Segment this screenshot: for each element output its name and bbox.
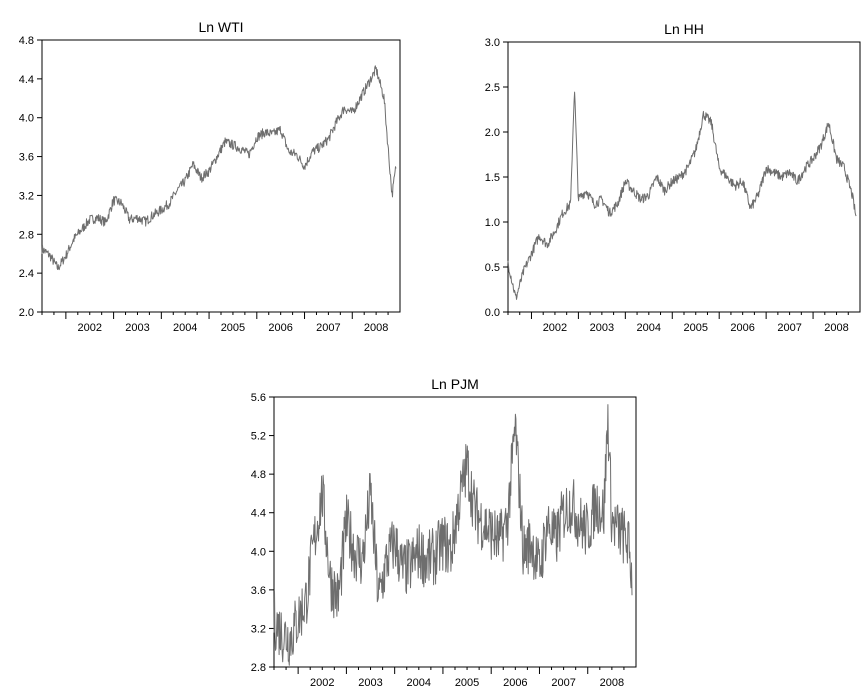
x-tick-label: 2008 [364,322,388,334]
y-tick-label: 4.4 [19,74,34,86]
y-tick-label: 4.0 [251,546,266,558]
y-tick-label: 3.6 [251,585,266,597]
x-tick-label: 2004 [637,322,661,334]
y-tick-label: 3.2 [251,623,266,635]
x-tick-label: 2006 [730,322,754,334]
y-tick-label: 3.6 [19,152,34,164]
x-tick-label: 2004 [173,322,197,334]
y-tick-label: 3.2 [19,190,34,202]
chart-title: Ln WTI [198,19,243,35]
x-tick-label: 2003 [125,322,149,334]
series-line [507,91,857,300]
chart-ln-wti: Ln WTI 2.0 2.4 2.8 3.2 3.6 4.0 4.4 4.8 2002 2003 20… [19,19,401,334]
y-tick-label: 5.2 [251,431,266,443]
x-tick-label: 2005 [455,677,479,689]
x-tick-label: 2005 [221,322,245,334]
y-tick-label: 3.0 [485,37,500,49]
x-tick-label: 2006 [268,322,292,334]
x-tick-label: 2006 [503,677,527,689]
chart-title: Ln HH [664,21,704,37]
x-tick-label: 2007 [551,677,575,689]
y-tick-label: 2.5 [485,82,500,94]
chart-ln-hh-svg: Ln HH 0.0 0.5 1.0 1.5 2.0 2.5 3.0 2002 2003 2004 20… [485,21,861,334]
chart-title: Ln PJM [431,376,478,392]
chart-ln-pjm-svg: Ln PJM 2.8 3.2 3.6 4.0 4.4 4.8 5.2 5.6 2002 2003 20… [251,376,637,689]
y-tick-label: 0.5 [485,262,500,274]
chart-ln-wti-svg: Ln WTI 2.0 2.4 2.8 3.2 3.6 4.0 4.4 4.8 2002 2003 20… [19,19,401,334]
y-tick-label: 4.8 [19,35,34,47]
x-tick-label: 2002 [77,322,101,334]
x-tick-label: 2008 [824,322,848,334]
x-tick-label: 2003 [590,322,614,334]
y-tick-label: 0.0 [485,307,500,319]
y-tick-label: 2.4 [19,268,34,280]
series-line [273,404,633,666]
y-tick-label: 4.4 [251,508,266,520]
x-tick-label: 2005 [683,322,707,334]
x-tick-label: 2003 [358,677,382,689]
x-tick-label: 2002 [310,677,334,689]
plot-frame [41,39,401,313]
x-tick-label: 2002 [543,322,567,334]
x-tick-label: 2007 [777,322,801,334]
y-tick-label: 2.8 [251,662,266,674]
y-tick-label: 4.8 [251,469,266,481]
y-tick-label: 2.8 [19,229,34,241]
chart-ln-hh: Ln HH 0.0 0.5 1.0 1.5 2.0 2.5 3.0 2002 2003 2004 20… [485,21,861,334]
chart-ln-pjm: Ln PJM 2.8 3.2 3.6 4.0 4.4 4.8 5.2 5.6 2002 2003 20… [251,376,637,689]
y-tick-label: 4.0 [19,113,34,125]
x-tick-label: 2004 [407,677,431,689]
x-tick-label: 2007 [316,322,340,334]
y-tick-label: 1.0 [485,217,500,229]
series-line [41,65,397,271]
y-tick-label: 2.0 [485,127,500,139]
x-tick-label: 2008 [600,677,624,689]
y-tick-label: 1.5 [485,172,500,184]
y-tick-label: 2.0 [19,307,34,319]
y-tick-label: 5.6 [251,392,266,404]
